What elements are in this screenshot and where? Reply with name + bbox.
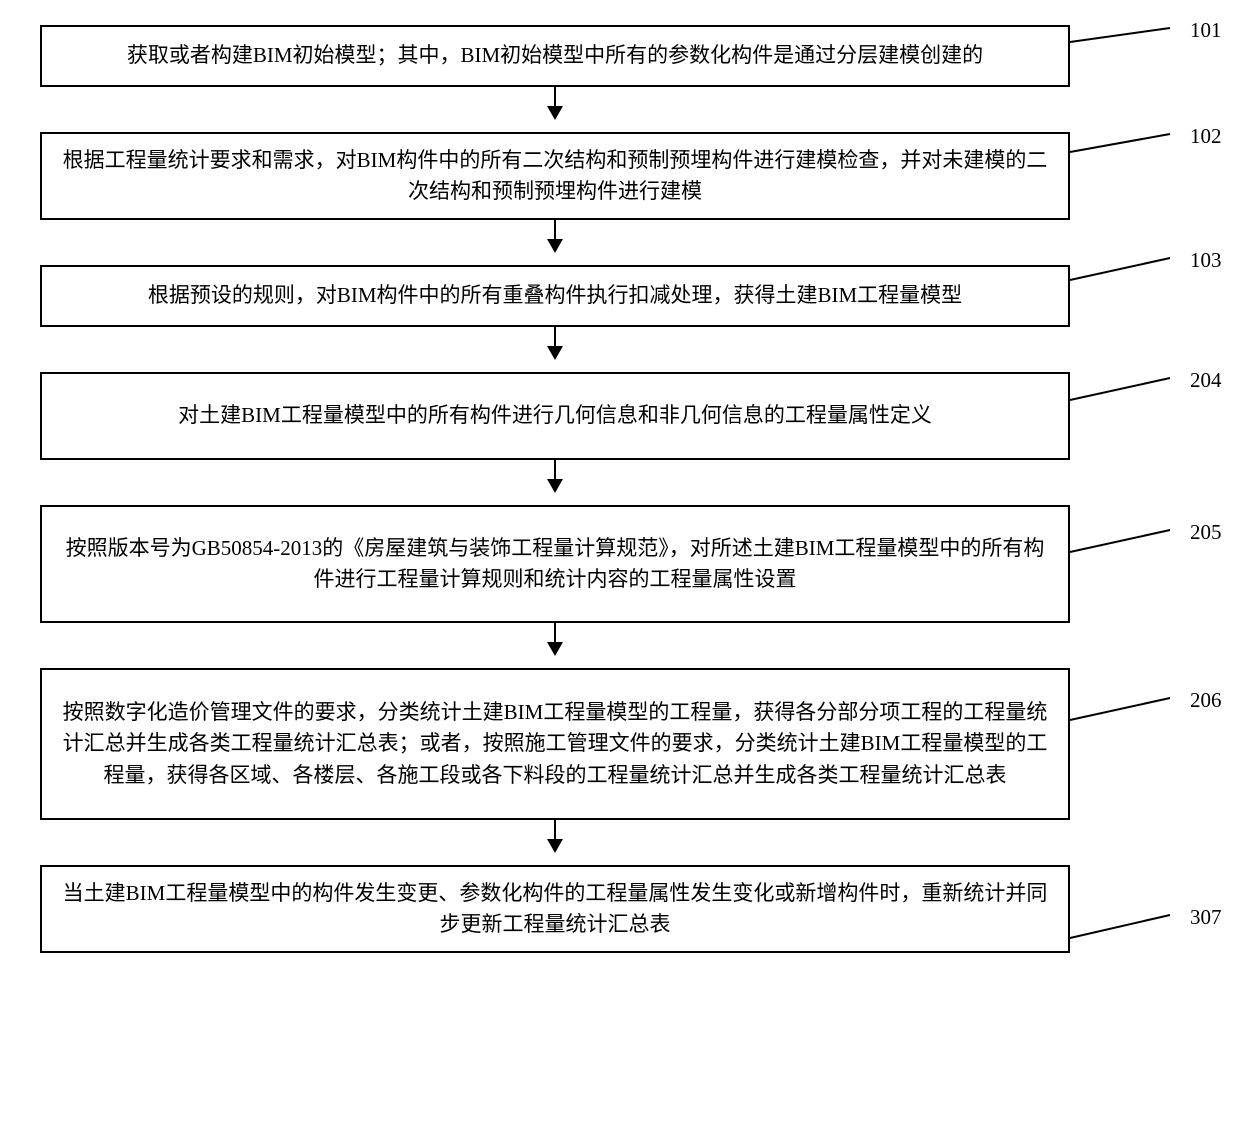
step-label-101: 101	[1190, 18, 1222, 43]
leader-line	[1068, 913, 1172, 940]
flow-arrow	[40, 820, 1070, 865]
flow-arrow	[40, 87, 1070, 132]
step-label-102: 102	[1190, 124, 1222, 149]
leader-line	[1068, 696, 1172, 722]
flow-step-text: 根据预设的规则，对BIM构件中的所有重叠构件执行扣减处理，获得土建BIM工程量模…	[148, 280, 962, 312]
flow-step-text: 按照版本号为GB50854-2013的《房屋建筑与装饰工程量计算规范》，对所述土…	[62, 533, 1048, 596]
leader-line	[1068, 256, 1172, 282]
flow-step-101: 获取或者构建BIM初始模型；其中，BIM初始模型中所有的参数化构件是通过分层建模…	[40, 25, 1070, 87]
flow-step-307: 当土建BIM工程量模型中的构件发生变更、参数化构件的工程量属性发生变化或新增构件…	[40, 865, 1070, 953]
flow-arrow	[40, 460, 1070, 505]
leader-line	[1068, 528, 1172, 554]
flow-step-205: 按照版本号为GB50854-2013的《房屋建筑与装饰工程量计算规范》，对所述土…	[40, 505, 1070, 623]
flow-step-text: 根据工程量统计要求和需求，对BIM构件中的所有二次结构和预制预埋构件进行建模检查…	[62, 145, 1048, 208]
step-label-103: 103	[1190, 248, 1222, 273]
flowchart-container: 获取或者构建BIM初始模型；其中，BIM初始模型中所有的参数化构件是通过分层建模…	[40, 25, 1070, 953]
flow-arrow	[40, 220, 1070, 265]
step-label-307: 307	[1190, 905, 1222, 930]
flow-step-text: 获取或者构建BIM初始模型；其中，BIM初始模型中所有的参数化构件是通过分层建模…	[127, 40, 983, 72]
flow-step-text: 按照数字化造价管理文件的要求，分类统计土建BIM工程量模型的工程量，获得各分部分…	[62, 697, 1048, 792]
flow-step-text: 对土建BIM工程量模型中的所有构件进行几何信息和非几何信息的工程量属性定义	[178, 400, 932, 432]
leader-line	[1068, 26, 1172, 44]
flow-step-text: 当土建BIM工程量模型中的构件发生变更、参数化构件的工程量属性发生变化或新增构件…	[62, 878, 1048, 941]
flow-arrow	[40, 623, 1070, 668]
step-label-206: 206	[1190, 688, 1222, 713]
flow-arrow	[40, 327, 1070, 372]
step-label-205: 205	[1190, 520, 1222, 545]
leader-line	[1068, 376, 1172, 402]
flow-step-102: 根据工程量统计要求和需求，对BIM构件中的所有二次结构和预制预埋构件进行建模检查…	[40, 132, 1070, 220]
flow-step-204: 对土建BIM工程量模型中的所有构件进行几何信息和非几何信息的工程量属性定义	[40, 372, 1070, 460]
leader-line	[1068, 132, 1172, 154]
step-label-204: 204	[1190, 368, 1222, 393]
flow-step-103: 根据预设的规则，对BIM构件中的所有重叠构件执行扣减处理，获得土建BIM工程量模…	[40, 265, 1070, 327]
flow-step-206: 按照数字化造价管理文件的要求，分类统计土建BIM工程量模型的工程量，获得各分部分…	[40, 668, 1070, 820]
